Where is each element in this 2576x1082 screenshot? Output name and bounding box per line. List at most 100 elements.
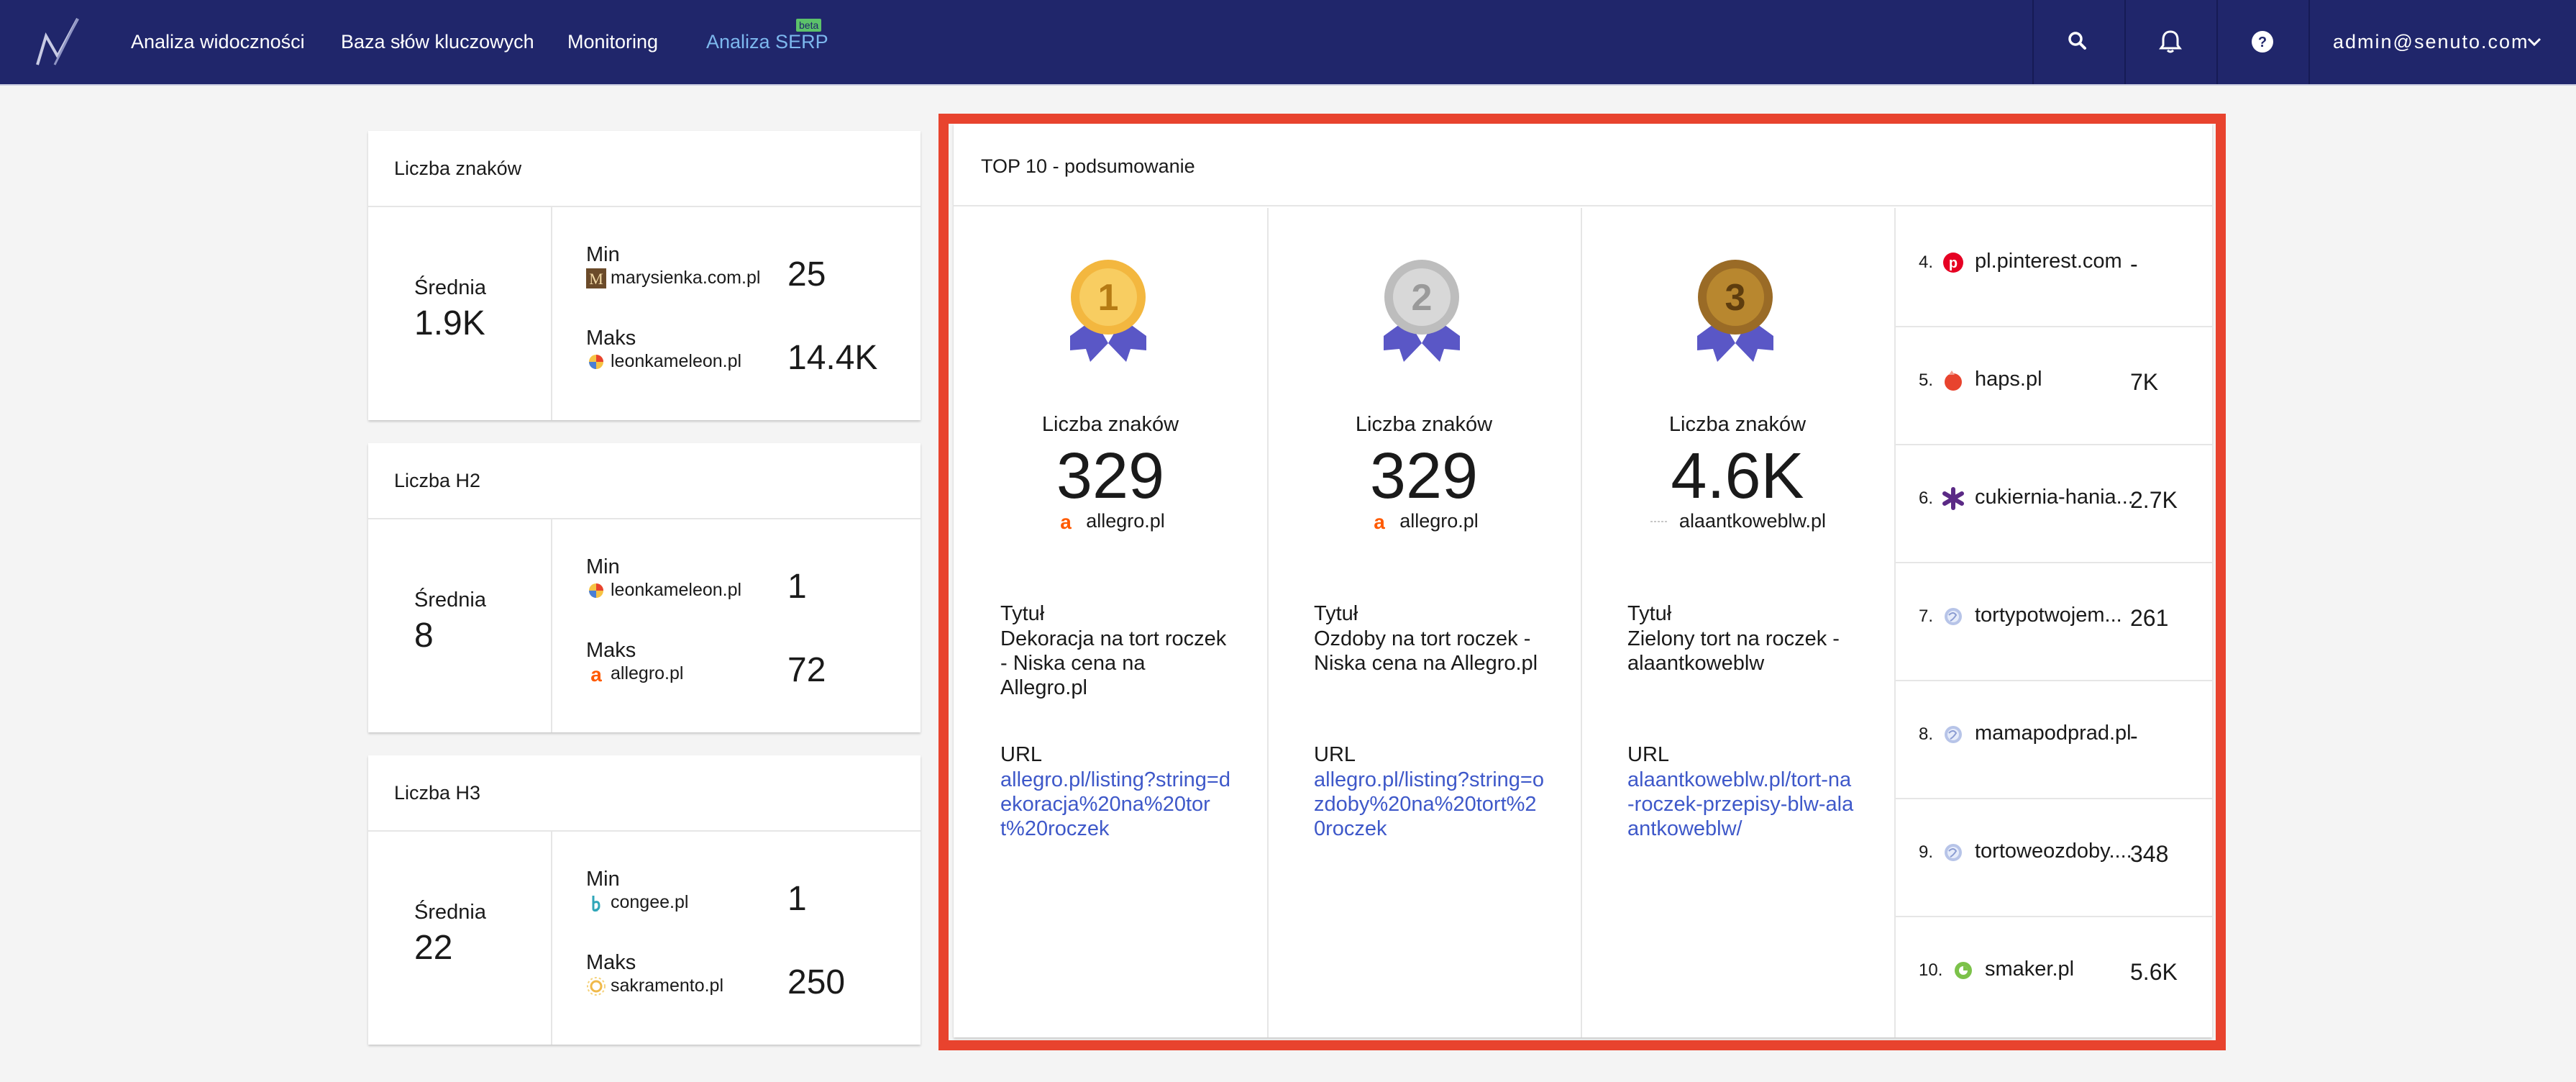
svg-text:p: p — [1949, 255, 1958, 271]
min-domain[interactable]: congee.pl — [586, 892, 688, 913]
marysienka-favicon-icon: M — [586, 268, 606, 288]
ranking-list: 4. p pl.pinterest.com - 5. haps.pl 7K 6.… — [1894, 208, 2212, 1037]
alaantkoweblw-favicon-icon — [1650, 520, 1668, 522]
svg-text:a: a — [1060, 512, 1072, 532]
url-label: URL — [1314, 743, 1356, 766]
card-title: Liczba H2 — [368, 443, 921, 519]
nav-divider — [2124, 0, 2126, 84]
gold-medal-icon: 1 — [1070, 260, 1146, 362]
allegro-favicon-icon: a — [1060, 512, 1072, 532]
list-item[interactable]: 6. cukiernia-hania... 2.7K — [1894, 444, 2212, 563]
max-value: 14.4K — [787, 339, 878, 377]
url-link[interactable]: allegro.pl/listing?string=ozdoby%20na%20… — [1314, 768, 1544, 840]
rank-domain: haps.pl — [1975, 368, 2042, 391]
svg-text:a: a — [1374, 512, 1385, 532]
bronze-medal-icon: 3 — [1697, 260, 1773, 362]
rank-domain: pl.pinterest.com — [1975, 250, 2122, 273]
bell-icon[interactable] — [2152, 23, 2189, 60]
nav-baza-slow-kluczowych[interactable]: Baza słów kluczowych — [341, 31, 534, 53]
list-item[interactable]: 4. p pl.pinterest.com - — [1894, 208, 2212, 327]
stat-card-h2: Liczba H2 Średnia 8 Min leonkameleon.pl … — [368, 443, 921, 732]
rank-domain: tortypotwojem... — [1975, 604, 2122, 627]
min-domain[interactable]: leonkameleon.pl — [586, 580, 741, 601]
title-label: Tytuł — [1000, 602, 1045, 625]
rank-value: 261 — [2130, 605, 2169, 631]
average-label: Średnia — [414, 588, 486, 612]
max-domain[interactable]: sakramento.pl — [586, 976, 723, 996]
url-link[interactable]: alaantkoweblw.pl/tort-na-roczek-przepisy… — [1627, 768, 1854, 840]
rank-value: 7K — [2130, 369, 2159, 395]
list-item[interactable]: 9. tortoweozdoby.... 348 — [1894, 798, 2212, 917]
globe-icon — [1945, 844, 1962, 861]
card-title: Liczba znaków — [368, 131, 921, 207]
average-value: 22 — [414, 929, 453, 967]
max-domain[interactable]: a allegro.pl — [586, 663, 683, 684]
chevron-down-icon[interactable] — [2524, 32, 2544, 52]
nav-analiza-serp[interactable]: Analiza SERP — [706, 31, 828, 53]
rank-domain: smaker.pl — [1985, 958, 2075, 981]
average-label: Średnia — [414, 901, 486, 924]
url-label: URL — [1627, 743, 1670, 766]
nav-analiza-widocznosci[interactable]: Analiza widoczności — [131, 31, 305, 53]
page-title-value: Zielony tort na roczek - alaantkoweblw — [1627, 627, 1840, 675]
rank-value: 5.6K — [2130, 959, 2178, 985]
nav-monitoring[interactable]: Monitoring — [567, 31, 659, 53]
card-title: Liczba H3 — [368, 755, 921, 832]
max-value: 72 — [787, 651, 826, 689]
podium-place-3: 3 Liczba znaków 4.6K alaantkoweblw.pl Ty… — [1581, 208, 1896, 1037]
highlight-frame — [938, 114, 2226, 1050]
haps-favicon-icon — [1945, 370, 1962, 391]
nav-divider — [2032, 0, 2034, 84]
card-title: TOP 10 - podsumowanie — [954, 124, 2212, 206]
max-label: Maks — [586, 951, 636, 974]
svg-text:1: 1 — [1098, 277, 1119, 319]
min-value: 1 — [787, 568, 807, 606]
title-label: Tytuł — [1627, 602, 1672, 625]
url-label: URL — [1000, 743, 1043, 766]
min-domain[interactable]: M marysienka.com.pl — [586, 268, 760, 288]
list-item[interactable]: 8. mamapodprad.pl - — [1894, 680, 2212, 799]
leonkameleon-favicon-icon — [589, 354, 603, 369]
user-menu[interactable]: admin@senuto.com — [2333, 31, 2529, 53]
max-label: Maks — [586, 327, 636, 350]
senuto-logo-icon[interactable] — [33, 14, 83, 69]
help-icon[interactable]: ? — [2244, 23, 2281, 60]
title-label: Tytuł — [1314, 602, 1358, 625]
podium-place-2: 2 Liczba znaków 329 a allegro.pl Tytuł O… — [1267, 208, 1582, 1037]
page-title-value: Ozdoby na tort roczek - Niska cena na Al… — [1314, 627, 1538, 675]
list-item[interactable]: 7. tortypotwojem... 261 — [1894, 562, 2212, 681]
max-domain[interactable]: leonkameleon.pl — [586, 351, 741, 372]
max-label: Maks — [586, 639, 636, 662]
rank-domain: mamapodprad.pl — [1975, 722, 2132, 745]
podium-domain[interactable]: alaantkoweblw.pl — [1581, 510, 1894, 532]
globe-icon — [1945, 608, 1962, 625]
nav-divider — [2308, 0, 2310, 84]
pinterest-favicon-icon: p — [1943, 253, 1963, 273]
rank-value: - — [2130, 251, 2138, 277]
metric-label: Liczba znaków — [1668, 413, 1807, 436]
min-label: Min — [586, 868, 620, 891]
sakramento-favicon-icon — [587, 976, 606, 996]
leonkameleon-favicon-icon — [589, 583, 603, 598]
metric-value: 4.6K — [1671, 440, 1804, 512]
list-item[interactable]: 5. haps.pl 7K — [1894, 326, 2212, 445]
smaker-favicon-icon — [1955, 962, 1972, 979]
stat-card-h3: Liczba H3 Średnia 22 Min congee.pl 1 Mak… — [368, 755, 921, 1045]
url-link[interactable]: allegro.pl/listing?string=dekoracja%20na… — [1000, 768, 1230, 840]
list-item[interactable]: 10. smaker.pl 5.6K — [1919, 958, 2178, 985]
search-icon[interactable] — [2060, 23, 2097, 60]
podium-domain[interactable]: a allegro.pl — [954, 510, 1267, 532]
metric-label: Liczba znaków — [1041, 413, 1179, 436]
min-label: Min — [586, 555, 620, 578]
beta-badge: beta — [796, 19, 822, 32]
min-value: 25 — [787, 255, 826, 294]
congee-favicon-icon — [592, 895, 600, 911]
allegro-favicon-icon: a — [1374, 512, 1385, 532]
podium-domain[interactable]: a allegro.pl — [1267, 510, 1581, 532]
top-navbar: Analiza widoczności Baza słów kluczowych… — [0, 0, 2576, 86]
rank-domain: tortoweozdoby.... — [1975, 840, 2132, 863]
min-label: Min — [586, 243, 620, 266]
average-label: Średnia — [414, 276, 486, 299]
nav-divider — [2216, 0, 2218, 84]
metric-label: Liczba znaków — [1355, 413, 1493, 436]
